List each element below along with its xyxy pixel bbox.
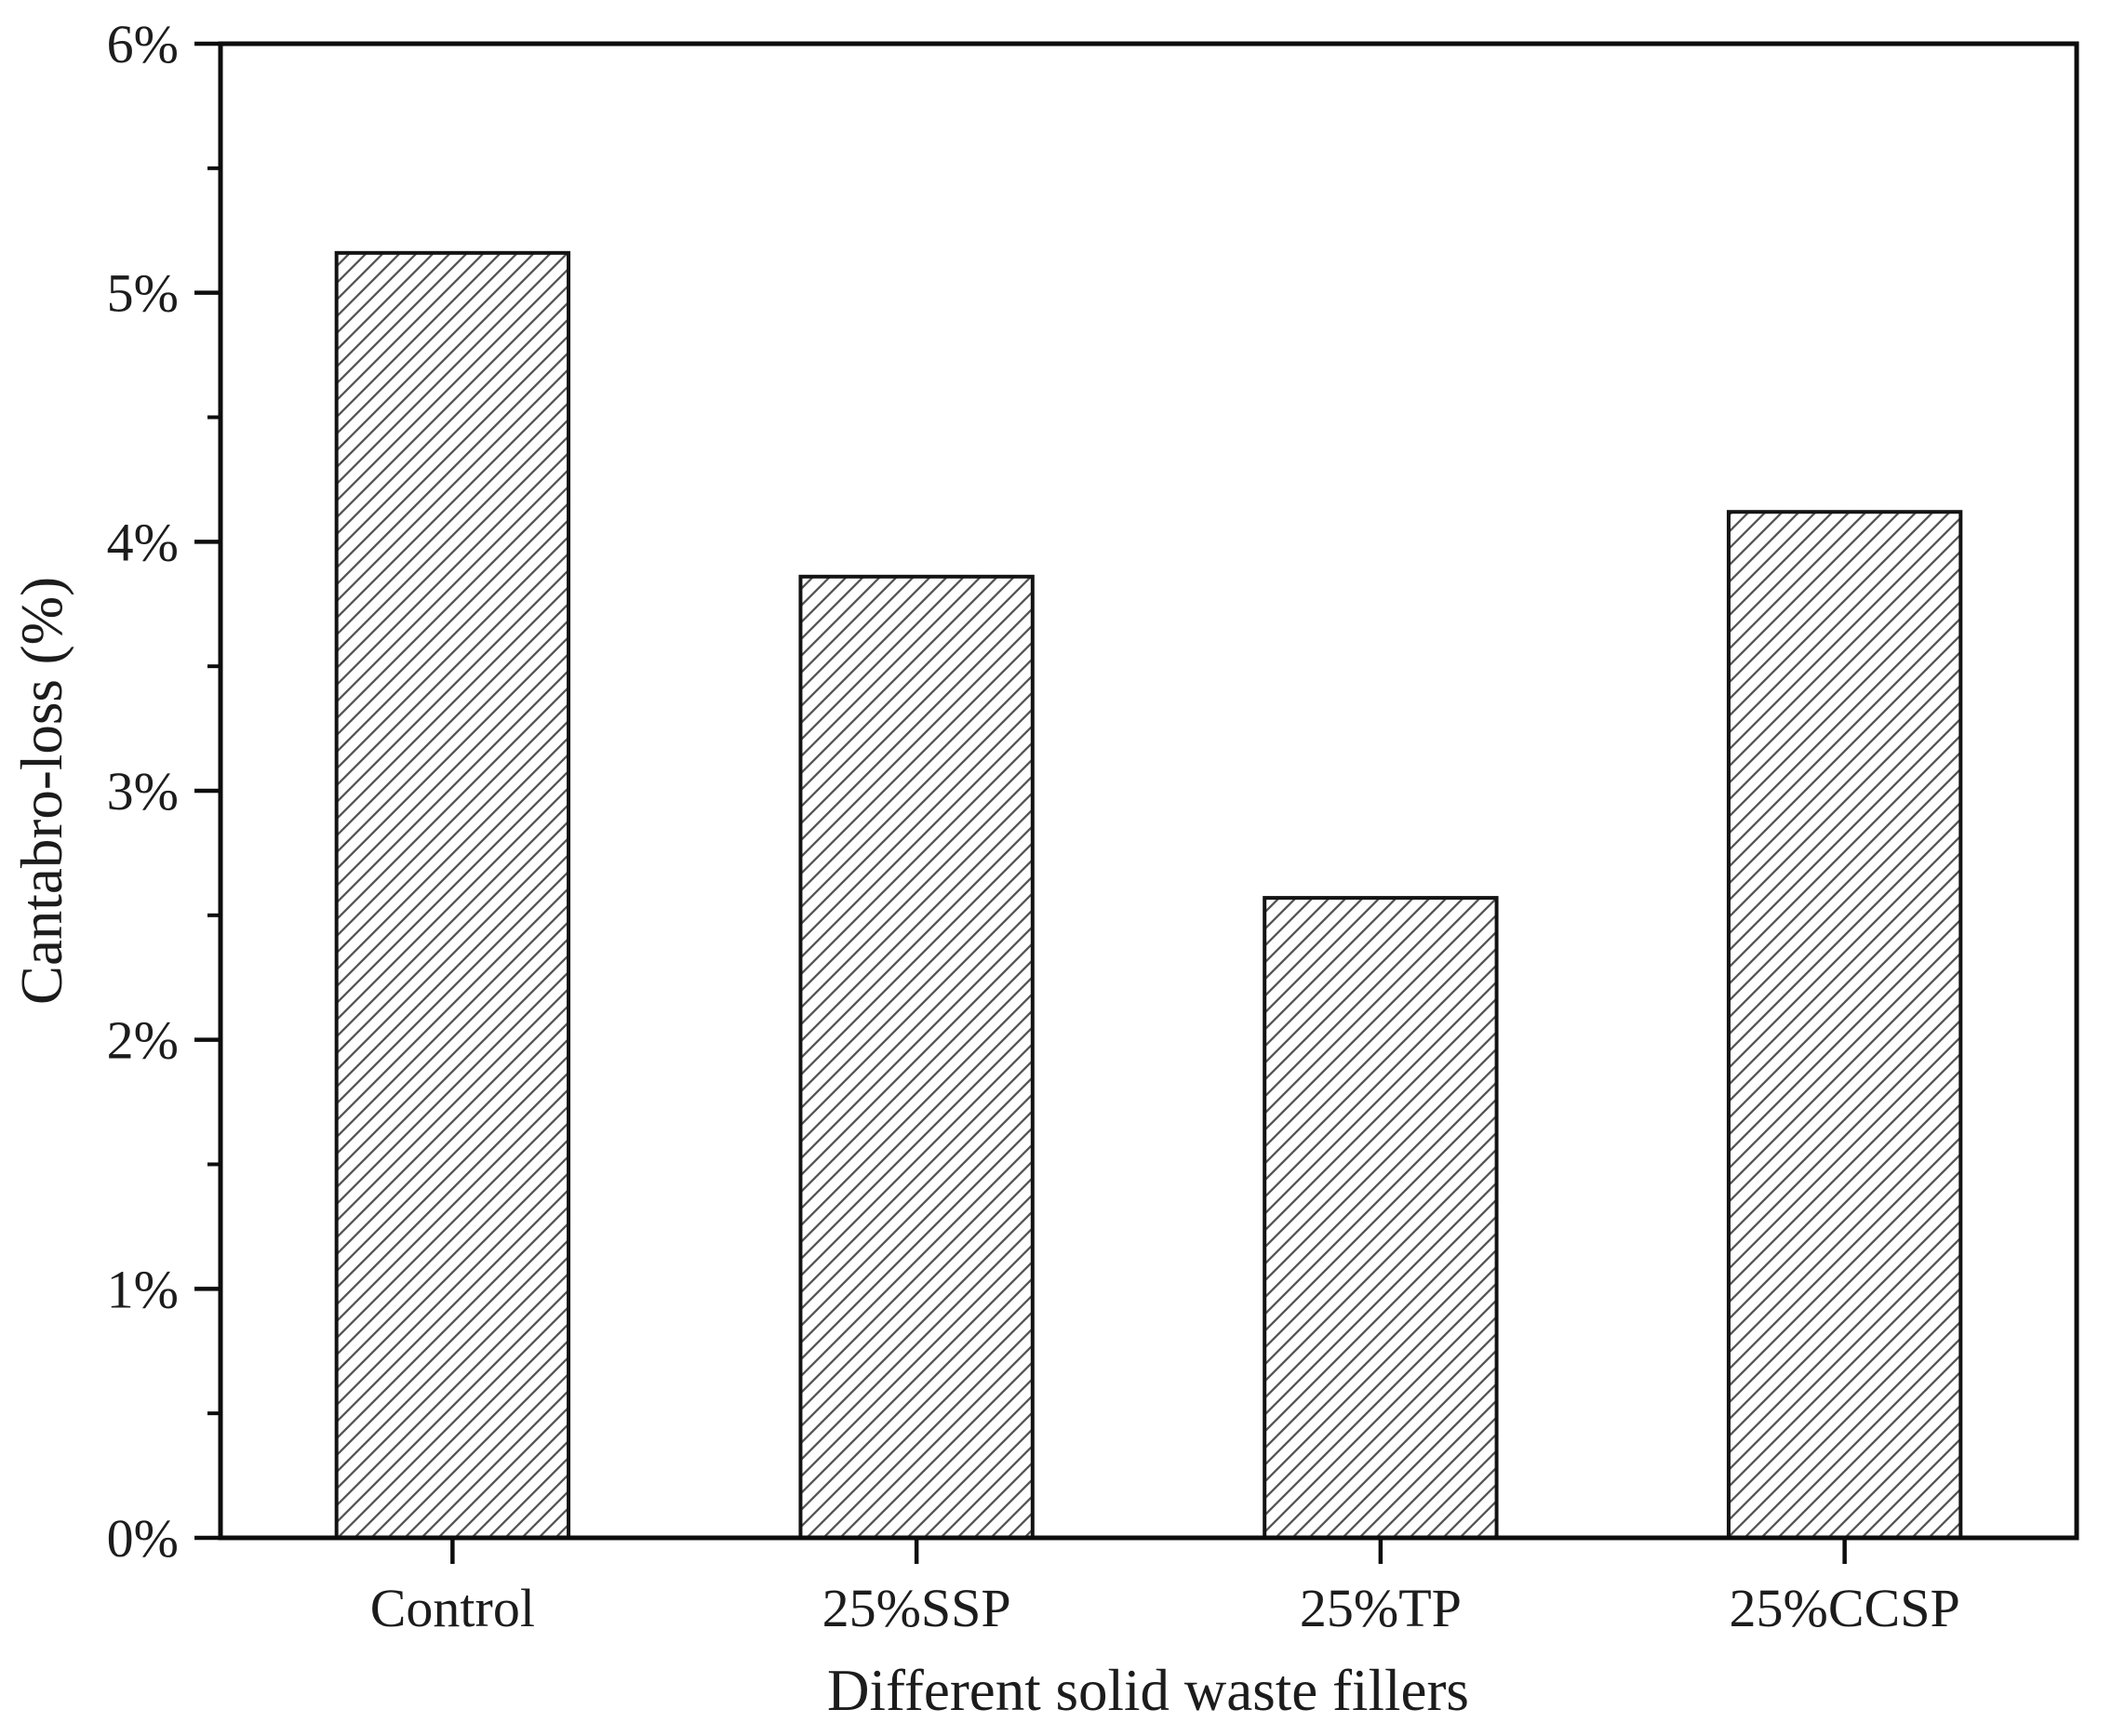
y-tick-label: 0% <box>107 1508 179 1569</box>
y-tick-label: 6% <box>107 14 179 74</box>
bar-Control <box>334 250 571 1541</box>
bar-25%SSP <box>798 574 1035 1540</box>
y-tick-label: 3% <box>107 761 179 821</box>
x-axis-title: Different solid waste fillers <box>827 1658 1469 1723</box>
y-tick-label: 1% <box>107 1259 179 1319</box>
x-tick-label: 25%TP <box>1300 1578 1462 1638</box>
y-tick-label: 2% <box>107 1010 179 1071</box>
plot-frame <box>218 41 2079 1541</box>
x-axis-ticks <box>450 1538 1847 1564</box>
y-tick-label: 5% <box>107 263 179 324</box>
x-tick-label: 25%CCSP <box>1730 1578 1960 1638</box>
y-tick-label: 4% <box>107 512 179 572</box>
x-axis-tick-labels: Control 25%SSP 25%TP 25%CCSP <box>370 1578 1960 1638</box>
y-axis-title: Cantabro-loss (%) <box>9 577 74 1005</box>
bar-series <box>334 250 1963 1541</box>
y-axis-tick-labels: 0% 1% 2% 3% 4% 5% 6% <box>107 14 179 1569</box>
x-tick-label: Control <box>370 1578 535 1638</box>
bar-25%CCSP <box>1726 510 1963 1540</box>
x-tick-label: 25%SSP <box>822 1578 1011 1638</box>
bar-25%TP <box>1263 896 1499 1540</box>
y-axis-ticks <box>194 41 221 1541</box>
